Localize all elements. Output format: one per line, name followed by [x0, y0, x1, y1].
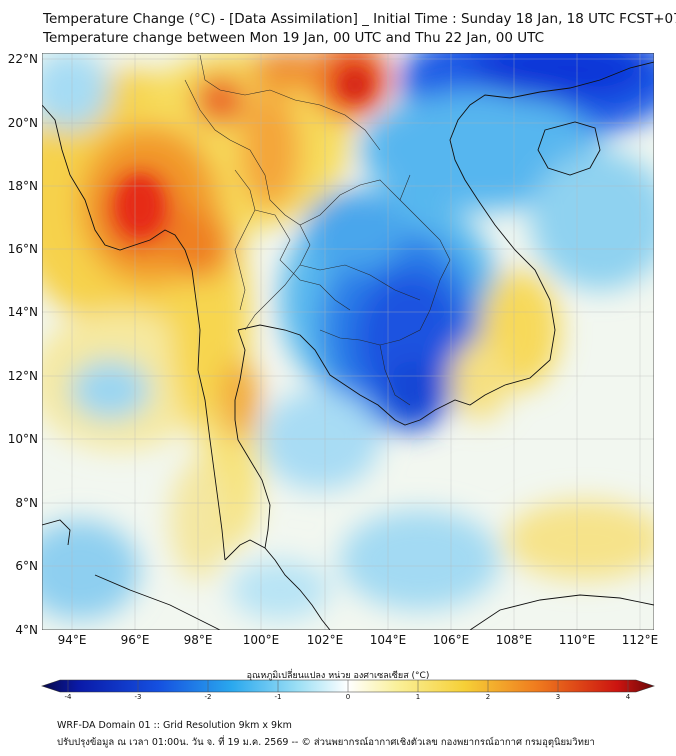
colorbar-tick-label: 0: [345, 693, 351, 701]
lat-tick-label: 12°N: [7, 369, 38, 383]
lon-tick-label: 96°E: [120, 633, 150, 647]
coastlines: [42, 61, 654, 630]
colorbar-tick-label: -4: [64, 693, 72, 701]
lat-tick-label: 14°N: [7, 305, 38, 319]
colorbar-tick-label: 2: [485, 693, 491, 701]
colorbar-tick-label: 1: [415, 693, 421, 701]
lon-tick-label: 102°E: [306, 633, 344, 647]
colorbar: [41, 679, 655, 693]
lat-tick-label: 8°N: [15, 496, 38, 510]
colorbar-label: อุณหภูมิเปลี่ยนแปลง หน่วย องศาเซลเซียส (…: [246, 671, 430, 681]
colorbar-tick-label: -1: [274, 693, 282, 701]
colorbar-tick-label: -3: [134, 693, 142, 701]
lon-tick-label: 106°E: [432, 633, 470, 647]
lat-tick-label: 20°N: [7, 116, 38, 130]
country-borders: [184, 54, 451, 406]
lat-tick-label: 16°N: [7, 242, 38, 256]
lon-tick-label: 112°E: [621, 633, 659, 647]
lon-tick-label: 94°E: [57, 633, 87, 647]
temperature-field: [42, 53, 654, 630]
lon-tick-label: 110°E: [558, 633, 596, 647]
graticule: [42, 53, 654, 630]
lat-tick-label: 6°N: [15, 559, 38, 573]
lon-tick-label: 100°E: [242, 633, 280, 647]
chart-title: Temperature Change (°C) - [Data Assimila…: [43, 11, 676, 27]
lon-tick-label: 104°E: [369, 633, 407, 647]
lat-tick-label: 4°N: [15, 623, 38, 637]
lat-tick-label: 22°N: [7, 52, 38, 66]
lon-tick-label: 108°E: [495, 633, 533, 647]
lat-tick-label: 10°N: [7, 432, 38, 446]
colorbar-tick-label: 4: [625, 693, 631, 701]
colorbar-tick-label: -2: [204, 693, 212, 701]
chart-subtitle: Temperature change between Mon 19 Jan, 0…: [43, 30, 545, 46]
footer-update-info: ปรับปรุงข้อมูล ณ เวลา 01:00น. วัน จ. ที่…: [57, 737, 595, 748]
lon-tick-label: 98°E: [183, 633, 213, 647]
colorbar-tick-label: 3: [555, 693, 561, 701]
lat-tick-label: 18°N: [7, 179, 38, 193]
footer-model-info: WRF-DA Domain 01 :: Grid Resolution 9km …: [57, 720, 292, 731]
